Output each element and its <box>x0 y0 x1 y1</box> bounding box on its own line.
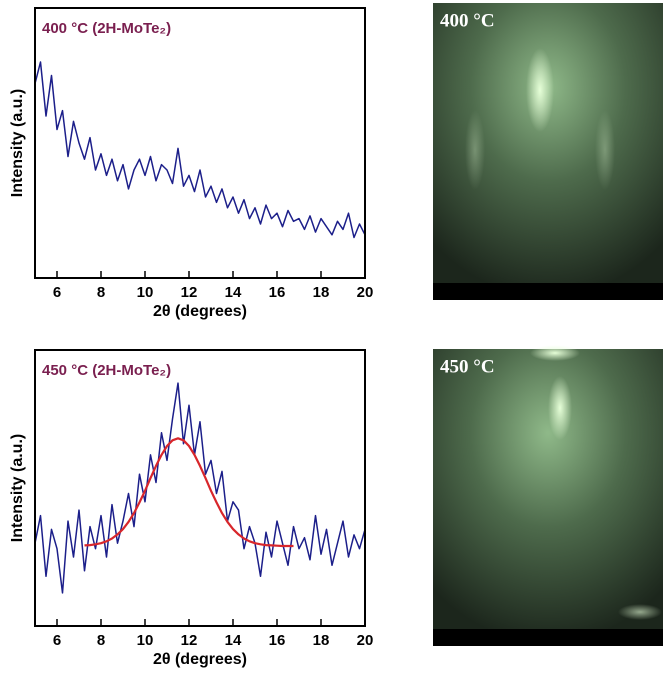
fit-line <box>84 437 294 548</box>
x-tick-label: 10 <box>137 632 154 649</box>
x-tick-label: 14 <box>225 632 242 649</box>
chart-title: 450 °C (2H-MoTe₂) <box>42 362 171 379</box>
plot-frame <box>34 7 366 279</box>
plot-frame <box>34 349 366 627</box>
x-axis-label: 2θ (degrees) <box>153 651 247 668</box>
rheed-image-2: 450 °C <box>433 345 663 646</box>
x-tick-label: 20 <box>357 284 374 301</box>
x-tick-label: 16 <box>269 632 286 649</box>
x-tick-label: 12 <box>181 284 198 301</box>
x-tick-label: 16 <box>269 284 286 301</box>
x-axis-label: 2θ (degrees) <box>153 303 247 320</box>
x-tick-label: 8 <box>97 632 105 649</box>
x-tick-label: 10 <box>137 284 154 301</box>
y-axis-label: Intensity (a.u.) <box>9 89 26 197</box>
x-tick-label: 14 <box>225 284 242 301</box>
image-label: 400 °C <box>440 10 495 31</box>
x-tick-label: 18 <box>313 632 330 649</box>
data-line <box>34 61 366 239</box>
x-tick-label: 6 <box>53 632 61 649</box>
x-tick-label: 20 <box>357 632 374 649</box>
y-axis-label: Intensity (a.u.) <box>9 434 26 542</box>
x-tick-label: 6 <box>53 284 61 301</box>
image-label: 450 °C <box>440 356 495 377</box>
x-tick-label: 8 <box>97 284 105 301</box>
data-line <box>34 382 366 594</box>
x-tick-label: 18 <box>313 284 330 301</box>
x-tick-label: 12 <box>181 632 198 649</box>
chart-title: 400 °C (2H-MoTe₂) <box>42 20 171 37</box>
rheed-image-1: 400 °C <box>433 3 663 300</box>
